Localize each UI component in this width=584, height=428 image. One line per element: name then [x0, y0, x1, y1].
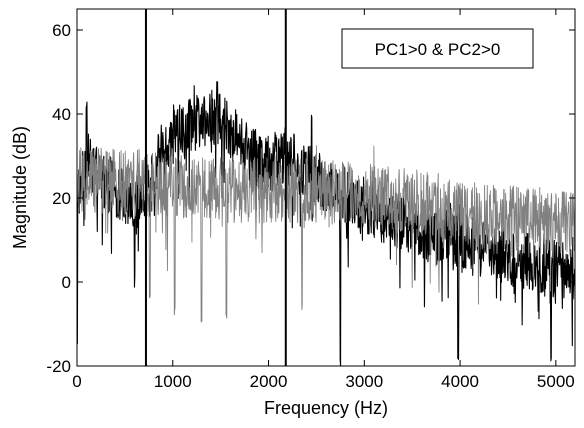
x-tick-label: 4000: [441, 372, 479, 391]
x-tick-label: 5000: [537, 372, 575, 391]
x-tick-label: 0: [72, 372, 81, 391]
y-tick-label: 60: [52, 21, 71, 40]
x-tick-label: 3000: [345, 372, 383, 391]
y-tick-label: 20: [52, 189, 71, 208]
y-tick-label: 40: [52, 105, 71, 124]
annotation-box: PC1>0 & PC2>0: [341, 28, 534, 69]
series-gray-line: [77, 145, 575, 323]
annotation-frame: [341, 28, 534, 69]
plot-frame: [76, 8, 576, 367]
y-tick-label: 0: [62, 273, 71, 292]
x-axis-label: Frequency (Hz): [264, 398, 388, 418]
annotation-label: PC1>0 & PC2>0: [375, 40, 501, 59]
plot-area: [77, 9, 575, 366]
x-tick-label: 2000: [250, 372, 288, 391]
x-tick-label: 1000: [154, 372, 192, 391]
y-tick-label: -20: [46, 357, 71, 376]
y-axis-label: Magnitude (dB): [10, 126, 30, 249]
